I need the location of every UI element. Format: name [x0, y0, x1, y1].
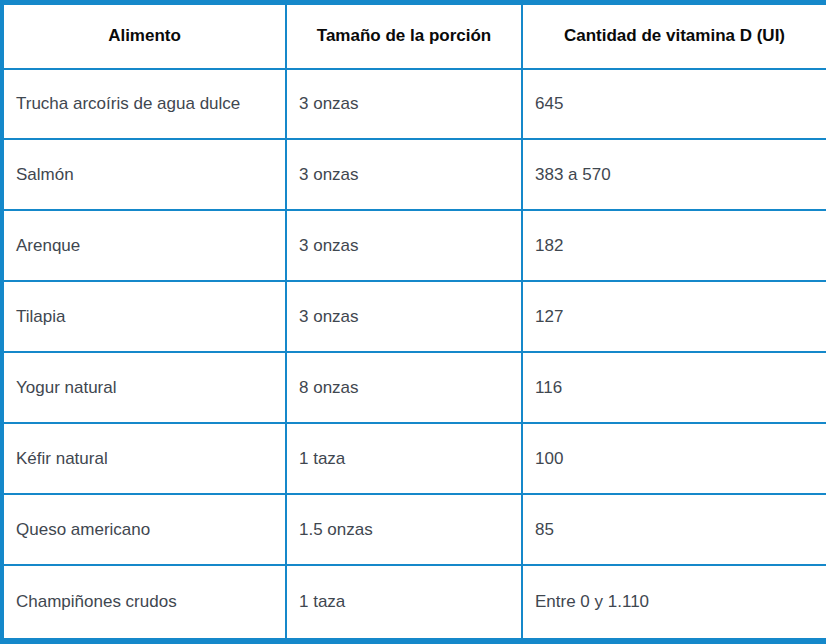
table-row: Trucha arcoíris de agua dulce3 onzas645 [2, 69, 826, 140]
cell-porcion: 3 onzas [286, 281, 522, 352]
cell-cantidad: 383 a 570 [522, 139, 826, 210]
table-row: Salmón3 onzas383 a 570 [2, 139, 826, 210]
cell-alimento: Salmón [2, 139, 286, 210]
cell-alimento: Yogur natural [2, 352, 286, 423]
table-row: Kéfir natural1 taza100 [2, 423, 826, 494]
cell-porcion: 1 taza [286, 423, 522, 494]
cell-cantidad: 85 [522, 494, 826, 565]
cell-alimento: Arenque [2, 210, 286, 281]
cell-cantidad: 127 [522, 281, 826, 352]
cell-porcion: 3 onzas [286, 210, 522, 281]
cell-porcion: 1 taza [286, 565, 522, 641]
table-row: Queso americano1.5 onzas85 [2, 494, 826, 565]
column-header-porcion: Tamaño de la porción [286, 3, 522, 69]
table-header-row: Alimento Tamaño de la porción Cantidad d… [2, 3, 826, 69]
table-row: Champiñones crudos1 tazaEntre 0 y 1.110 [2, 565, 826, 641]
cell-alimento: Queso americano [2, 494, 286, 565]
cell-porcion: 3 onzas [286, 139, 522, 210]
column-header-cantidad: Cantidad de vitamina D (UI) [522, 3, 826, 69]
cell-cantidad: 100 [522, 423, 826, 494]
cell-cantidad: 116 [522, 352, 826, 423]
cell-alimento: Tilapia [2, 281, 286, 352]
cell-alimento: Champiñones crudos [2, 565, 286, 641]
cell-cantidad: 645 [522, 69, 826, 140]
vitamin-d-table: Alimento Tamaño de la porción Cantidad d… [0, 0, 826, 644]
table-body: Trucha arcoíris de agua dulce3 onzas645S… [2, 69, 826, 642]
cell-alimento: Trucha arcoíris de agua dulce [2, 69, 286, 140]
cell-cantidad: 182 [522, 210, 826, 281]
column-header-alimento: Alimento [2, 3, 286, 69]
cell-alimento: Kéfir natural [2, 423, 286, 494]
cell-porcion: 3 onzas [286, 69, 522, 140]
cell-porcion: 1.5 onzas [286, 494, 522, 565]
table-row: Yogur natural8 onzas116 [2, 352, 826, 423]
cell-cantidad: Entre 0 y 1.110 [522, 565, 826, 641]
table-row: Tilapia3 onzas127 [2, 281, 826, 352]
cell-porcion: 8 onzas [286, 352, 522, 423]
table-row: Arenque3 onzas182 [2, 210, 826, 281]
